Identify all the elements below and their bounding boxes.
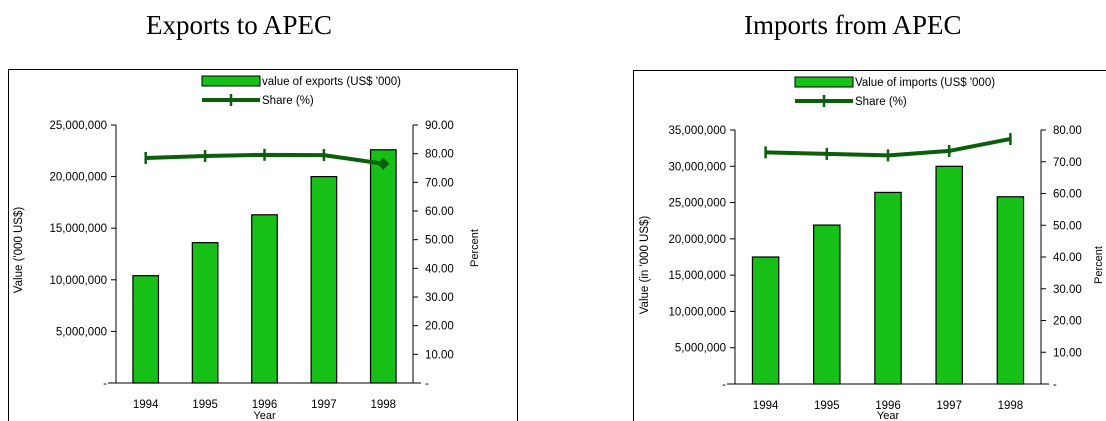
imports-ytick-label: 20,000,000 — [668, 234, 726, 246]
imports-y2tick-label: 10.00 — [1053, 347, 1082, 359]
exports-y2tick-label: 30.00 — [425, 292, 454, 304]
imports-y2tick-label: 30.00 — [1053, 284, 1082, 296]
imports-xtick-label: 1994 — [753, 400, 779, 412]
imports-ytick-label: - — [722, 379, 726, 391]
exports-y2tick-label: 10.00 — [425, 349, 454, 361]
exports-xtick-label: 1997 — [311, 399, 337, 411]
imports-legend-line-label: Share (%) — [855, 96, 907, 108]
exports-legend-bar-label: value of exports (US$ '000) — [262, 76, 401, 88]
imports-xtick-label: 1996 — [875, 400, 901, 412]
imports-y2tick-label: 20.00 — [1053, 316, 1082, 328]
imports-y2tick-label: 80.00 — [1053, 125, 1082, 137]
exports-bar-1998 — [369, 149, 397, 384]
exports-ytick-label: 5,000,000 — [56, 326, 107, 338]
exports-y2tick-label: 70.00 — [425, 177, 454, 189]
imports-y2tick-label: 70.00 — [1053, 157, 1082, 169]
imports-y2-axis-label: Percent — [1093, 246, 1105, 284]
imports-y2tick-label: 40.00 — [1053, 252, 1082, 264]
exports-bar-1996 — [251, 214, 278, 384]
imports-ytick-label: 15,000,000 — [668, 270, 726, 282]
exports-y2-axis-label: Percent — [469, 229, 481, 267]
exports-xtick-label: 1994 — [133, 399, 159, 411]
imports-bar-1998 — [996, 196, 1025, 385]
exports-chart-title: Exports to APEC — [146, 10, 333, 40]
exports-ytick-label: 20,000,000 — [49, 172, 107, 184]
imports-y2tick-label: - — [1053, 379, 1057, 391]
imports-bar-1997 — [935, 165, 963, 385]
imports-bar-1996 — [874, 191, 902, 385]
exports-ytick-label: 10,000,000 — [49, 275, 107, 287]
exports-y2tick-label: 80.00 — [425, 149, 454, 161]
exports-xtick-label: 1995 — [192, 399, 218, 411]
imports-xtick-label: 1997 — [936, 400, 962, 412]
imports-chart-title: Imports from APEC — [744, 10, 962, 40]
imports-ytick-label: 35,000,000 — [668, 125, 726, 137]
exports-bar-1994 — [132, 275, 160, 384]
imports-ytick-label: 10,000,000 — [668, 306, 726, 318]
exports-ytick-label: 25,000,000 — [49, 120, 107, 132]
imports-y-axis-label: Value (in '000 US$) — [639, 216, 651, 315]
exports-bar-1995 — [191, 242, 219, 384]
exports-xtick-label: 1996 — [252, 399, 278, 411]
exports-y2tick-label: 50.00 — [425, 235, 454, 247]
imports-xtick-label: 1995 — [814, 400, 840, 412]
exports-share-point-1998 — [377, 157, 390, 170]
imports-bar-1994 — [751, 256, 780, 385]
imports-x-axis-label: Year — [877, 410, 900, 421]
imports-y2tick-label: 60.00 — [1053, 189, 1082, 201]
imports-legend-bar-swatch — [794, 76, 854, 88]
exports-ytick-label: 15,000,000 — [49, 223, 107, 235]
imports-xtick-label: 1998 — [998, 400, 1024, 412]
imports-ytick-label: 30,000,000 — [668, 161, 726, 173]
exports-y2tick-label: 60.00 — [425, 206, 454, 218]
exports-ytick-label: - — [103, 378, 107, 390]
exports-y2tick-label: 40.00 — [425, 263, 454, 275]
exports-y2tick-label: - — [425, 378, 429, 390]
exports-xtick-label: 1998 — [371, 399, 397, 411]
imports-chart-frame — [633, 70, 1106, 421]
exports-y-axis-label: Value ('000 US$) — [13, 207, 25, 294]
exports-x-axis-label: Year — [253, 410, 276, 421]
exports-bar-1997 — [310, 176, 338, 384]
exports-y2tick-label: 20.00 — [425, 321, 454, 333]
exports-y2tick-label: 90.00 — [425, 120, 454, 132]
imports-legend-bar-label: Value of imports (US$ '000) — [855, 77, 995, 89]
imports-y2tick-label: 50.00 — [1053, 220, 1082, 232]
imports-bar-1995 — [813, 224, 841, 385]
exports-legend-bar-swatch — [201, 75, 261, 87]
imports-ytick-label: 25,000,000 — [668, 198, 726, 210]
imports-ytick-label: 5,000,000 — [675, 343, 726, 355]
exports-legend-line-label: Share (%) — [262, 95, 314, 107]
